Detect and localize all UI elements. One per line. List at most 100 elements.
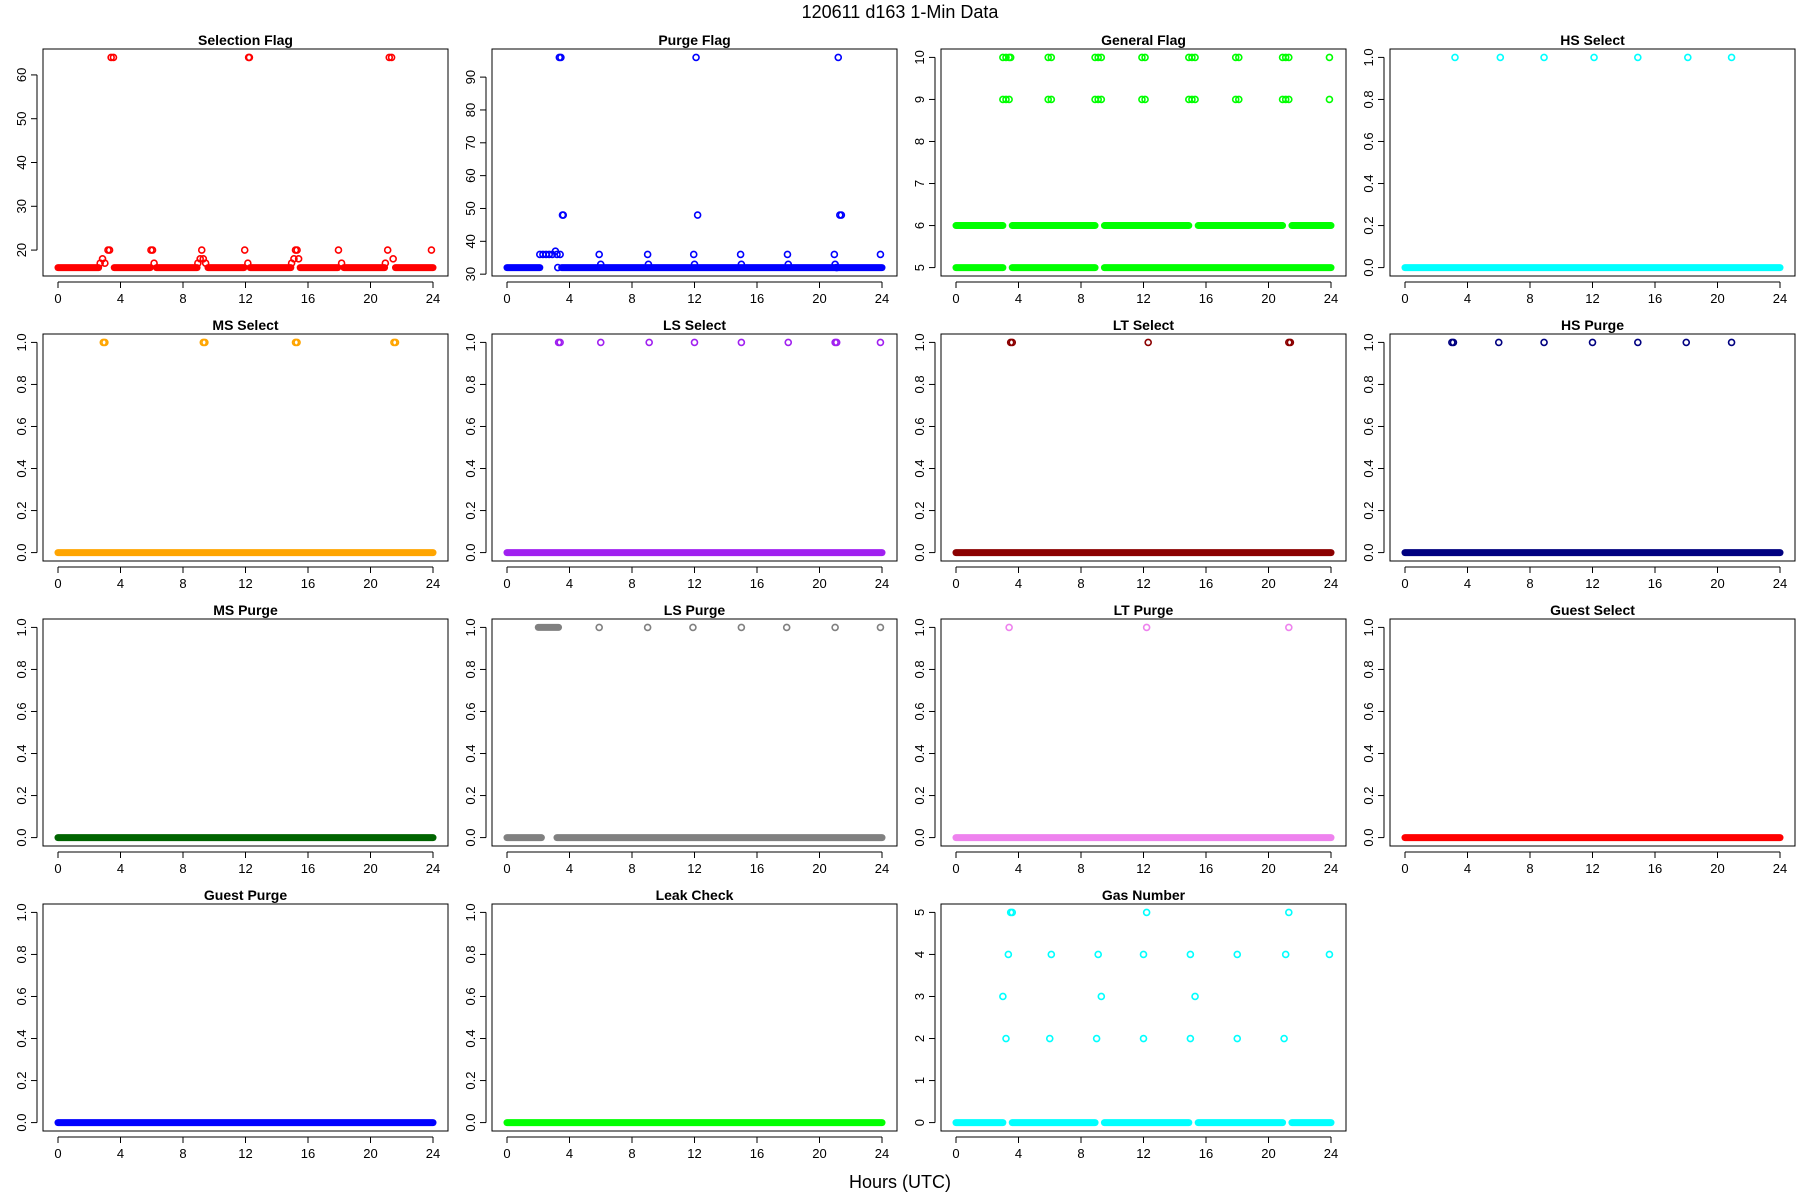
- y-tick-label: 0.4: [1361, 744, 1376, 762]
- x-tick-label: 8: [1077, 576, 1084, 591]
- y-tick-label: 0.6: [912, 702, 927, 720]
- x-tick-label: 20: [363, 291, 377, 306]
- y-tick-label: 3: [912, 993, 927, 1000]
- x-tick-label: 20: [1261, 576, 1275, 591]
- data-point: [244, 259, 252, 268]
- data-point: [782, 623, 791, 632]
- x-tick-label: 24: [426, 291, 440, 306]
- data-point: [1281, 53, 1290, 62]
- data-point: [1002, 95, 1010, 104]
- y-tick-label: 5: [912, 264, 927, 271]
- x-tick-label: 0: [952, 1146, 959, 1161]
- data-point: [690, 338, 699, 347]
- x-tick-label: 16: [1199, 576, 1213, 591]
- x-tick-label: 4: [1464, 576, 1471, 591]
- x-tick-label: 4: [1015, 1146, 1022, 1161]
- x-tick-label: 16: [1199, 291, 1213, 306]
- y-tick-label: 7: [912, 180, 927, 187]
- plot-frame: [1389, 48, 1796, 277]
- y-tick-label: 4: [912, 951, 927, 958]
- x-tick-label: 24: [875, 291, 889, 306]
- y-tick-label: 5: [912, 909, 927, 916]
- data-point: [559, 211, 568, 219]
- data-point: [391, 338, 400, 347]
- data-point: [834, 53, 843, 62]
- data-point: [1092, 1034, 1101, 1043]
- y-tick-label: 0.6: [463, 702, 478, 720]
- data-point: [693, 211, 702, 219]
- data-point: [1233, 950, 1242, 959]
- panel-ls-purge: LS Purge 0 4 8 12 16 20 24 0.0 0.2 0.4 0.6 0.8 1.0: [463, 602, 898, 876]
- data-point: [1005, 95, 1013, 104]
- plot-frame: [491, 618, 898, 847]
- plot-frame: [940, 618, 1347, 847]
- x-tick-label: 24: [1773, 291, 1787, 306]
- x-tick-label: 8: [179, 861, 186, 876]
- data-point: [1141, 95, 1149, 104]
- data-point: [595, 250, 603, 259]
- y-tick-label: 1: [912, 1077, 927, 1084]
- x-tick-label: 4: [566, 861, 573, 876]
- data-point: [1540, 53, 1548, 62]
- data-point: [201, 259, 210, 268]
- panel-general-flag: General Flag 0 4 8 12 16 20 24 5 6 7 8 9 10: [912, 32, 1347, 306]
- x-tick-label: 8: [1526, 291, 1533, 306]
- panel-title: MS Purge: [213, 602, 278, 618]
- data-point: [784, 338, 793, 347]
- data-point: [1097, 95, 1106, 104]
- data-point: [201, 338, 209, 347]
- x-tick-label: 24: [875, 861, 889, 876]
- data-point: [385, 53, 394, 62]
- data-point: [596, 260, 605, 269]
- x-tick-label: 0: [1401, 291, 1408, 306]
- x-tick-label: 24: [1324, 576, 1338, 591]
- data-point: [290, 255, 298, 263]
- panel-title: LS Purge: [664, 602, 726, 618]
- data-point: [196, 255, 204, 263]
- y-tick-label: 0.6: [14, 417, 29, 435]
- data-point: [556, 250, 564, 259]
- data-point: [830, 250, 839, 259]
- y-tick-label: 0.6: [1361, 132, 1376, 150]
- data-point: [1540, 338, 1548, 347]
- panel-purge-flag: Purge Flag 0 4 8 12 16 20 24 30 40 50 60 70 80 90: [463, 32, 898, 306]
- x-tick-label: 8: [628, 861, 635, 876]
- plot-frame: [491, 333, 898, 562]
- x-tick-label: 12: [238, 576, 252, 591]
- data-point: [1139, 950, 1148, 959]
- data-point: [689, 250, 698, 259]
- y-tick-label: 0.2: [463, 787, 478, 805]
- x-tick-label: 24: [875, 1146, 889, 1161]
- x-tick-label: 8: [628, 576, 635, 591]
- data-point: [293, 338, 301, 347]
- x-tick-label: 12: [238, 1146, 252, 1161]
- y-tick-label: 0.0: [14, 829, 29, 847]
- data-point: [1231, 53, 1240, 62]
- y-tick-label: 0.2: [463, 1072, 478, 1090]
- x-tick-label: 0: [503, 1146, 510, 1161]
- x-tick-label: 20: [363, 576, 377, 591]
- data-point: [294, 255, 303, 263]
- data-point: [1231, 95, 1240, 104]
- y-tick-label: 1.0: [14, 903, 29, 921]
- x-tick-label: 16: [1199, 1146, 1213, 1161]
- data-point: [690, 260, 699, 269]
- y-tick-label: 0.8: [463, 375, 478, 393]
- x-tick-label: 8: [1526, 576, 1533, 591]
- x-tick-label: 24: [1324, 291, 1338, 306]
- data-point: [1188, 95, 1196, 104]
- y-tick-label: 0.4: [1361, 459, 1376, 477]
- x-tick-label: 4: [117, 1146, 124, 1161]
- x-tick-label: 12: [1136, 291, 1150, 306]
- y-tick-label: 60: [463, 168, 478, 182]
- data-point: [148, 246, 157, 254]
- data-point: [107, 53, 115, 62]
- x-tick-label: 8: [179, 576, 186, 591]
- y-tick-label: 0.6: [14, 987, 29, 1005]
- data-point: [1097, 53, 1106, 62]
- data-point: [1727, 338, 1736, 347]
- y-tick-label: 1.0: [463, 903, 478, 921]
- plot-frame: [42, 903, 449, 1132]
- x-tick-label: 12: [238, 291, 252, 306]
- data-point: [1142, 908, 1151, 917]
